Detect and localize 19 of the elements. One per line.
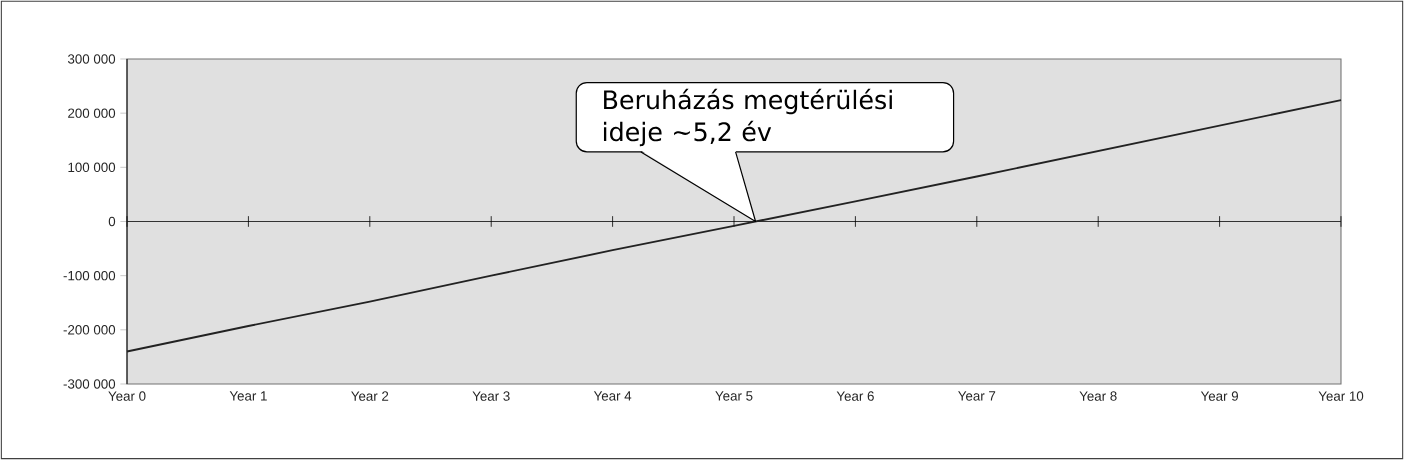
x-tick-label: Year 7: [958, 391, 996, 401]
annotation: Beruházás megtérülési ideje ~5,2 év: [603, 88, 892, 147]
x-tick-label: Year 9: [1200, 391, 1238, 401]
x-tick-label: Year 6: [836, 391, 874, 401]
x-tick-label: Year 5: [715, 391, 753, 401]
y-tick-label: 100 000: [68, 162, 116, 173]
y-tick-label: -100 000: [63, 270, 116, 281]
y-tick-label: -200 000: [63, 325, 116, 335]
y-tick-label: -300 000: [63, 379, 116, 389]
y-tick-label: 200 000: [68, 108, 116, 118]
x-tick-label: Year 2: [351, 391, 389, 401]
x-tick-label: Year 1: [229, 391, 267, 401]
x-tick-label: Year 4: [593, 391, 632, 401]
x-tick-label: Year 10: [1318, 391, 1364, 401]
x-tick-label: Year 8: [1079, 391, 1117, 401]
y-tick-label: 300 000: [67, 54, 116, 64]
x-tick-label: Year 3: [472, 391, 510, 401]
y-tick-label: 0: [108, 216, 116, 227]
x-tick-label: Year 0: [108, 391, 146, 401]
